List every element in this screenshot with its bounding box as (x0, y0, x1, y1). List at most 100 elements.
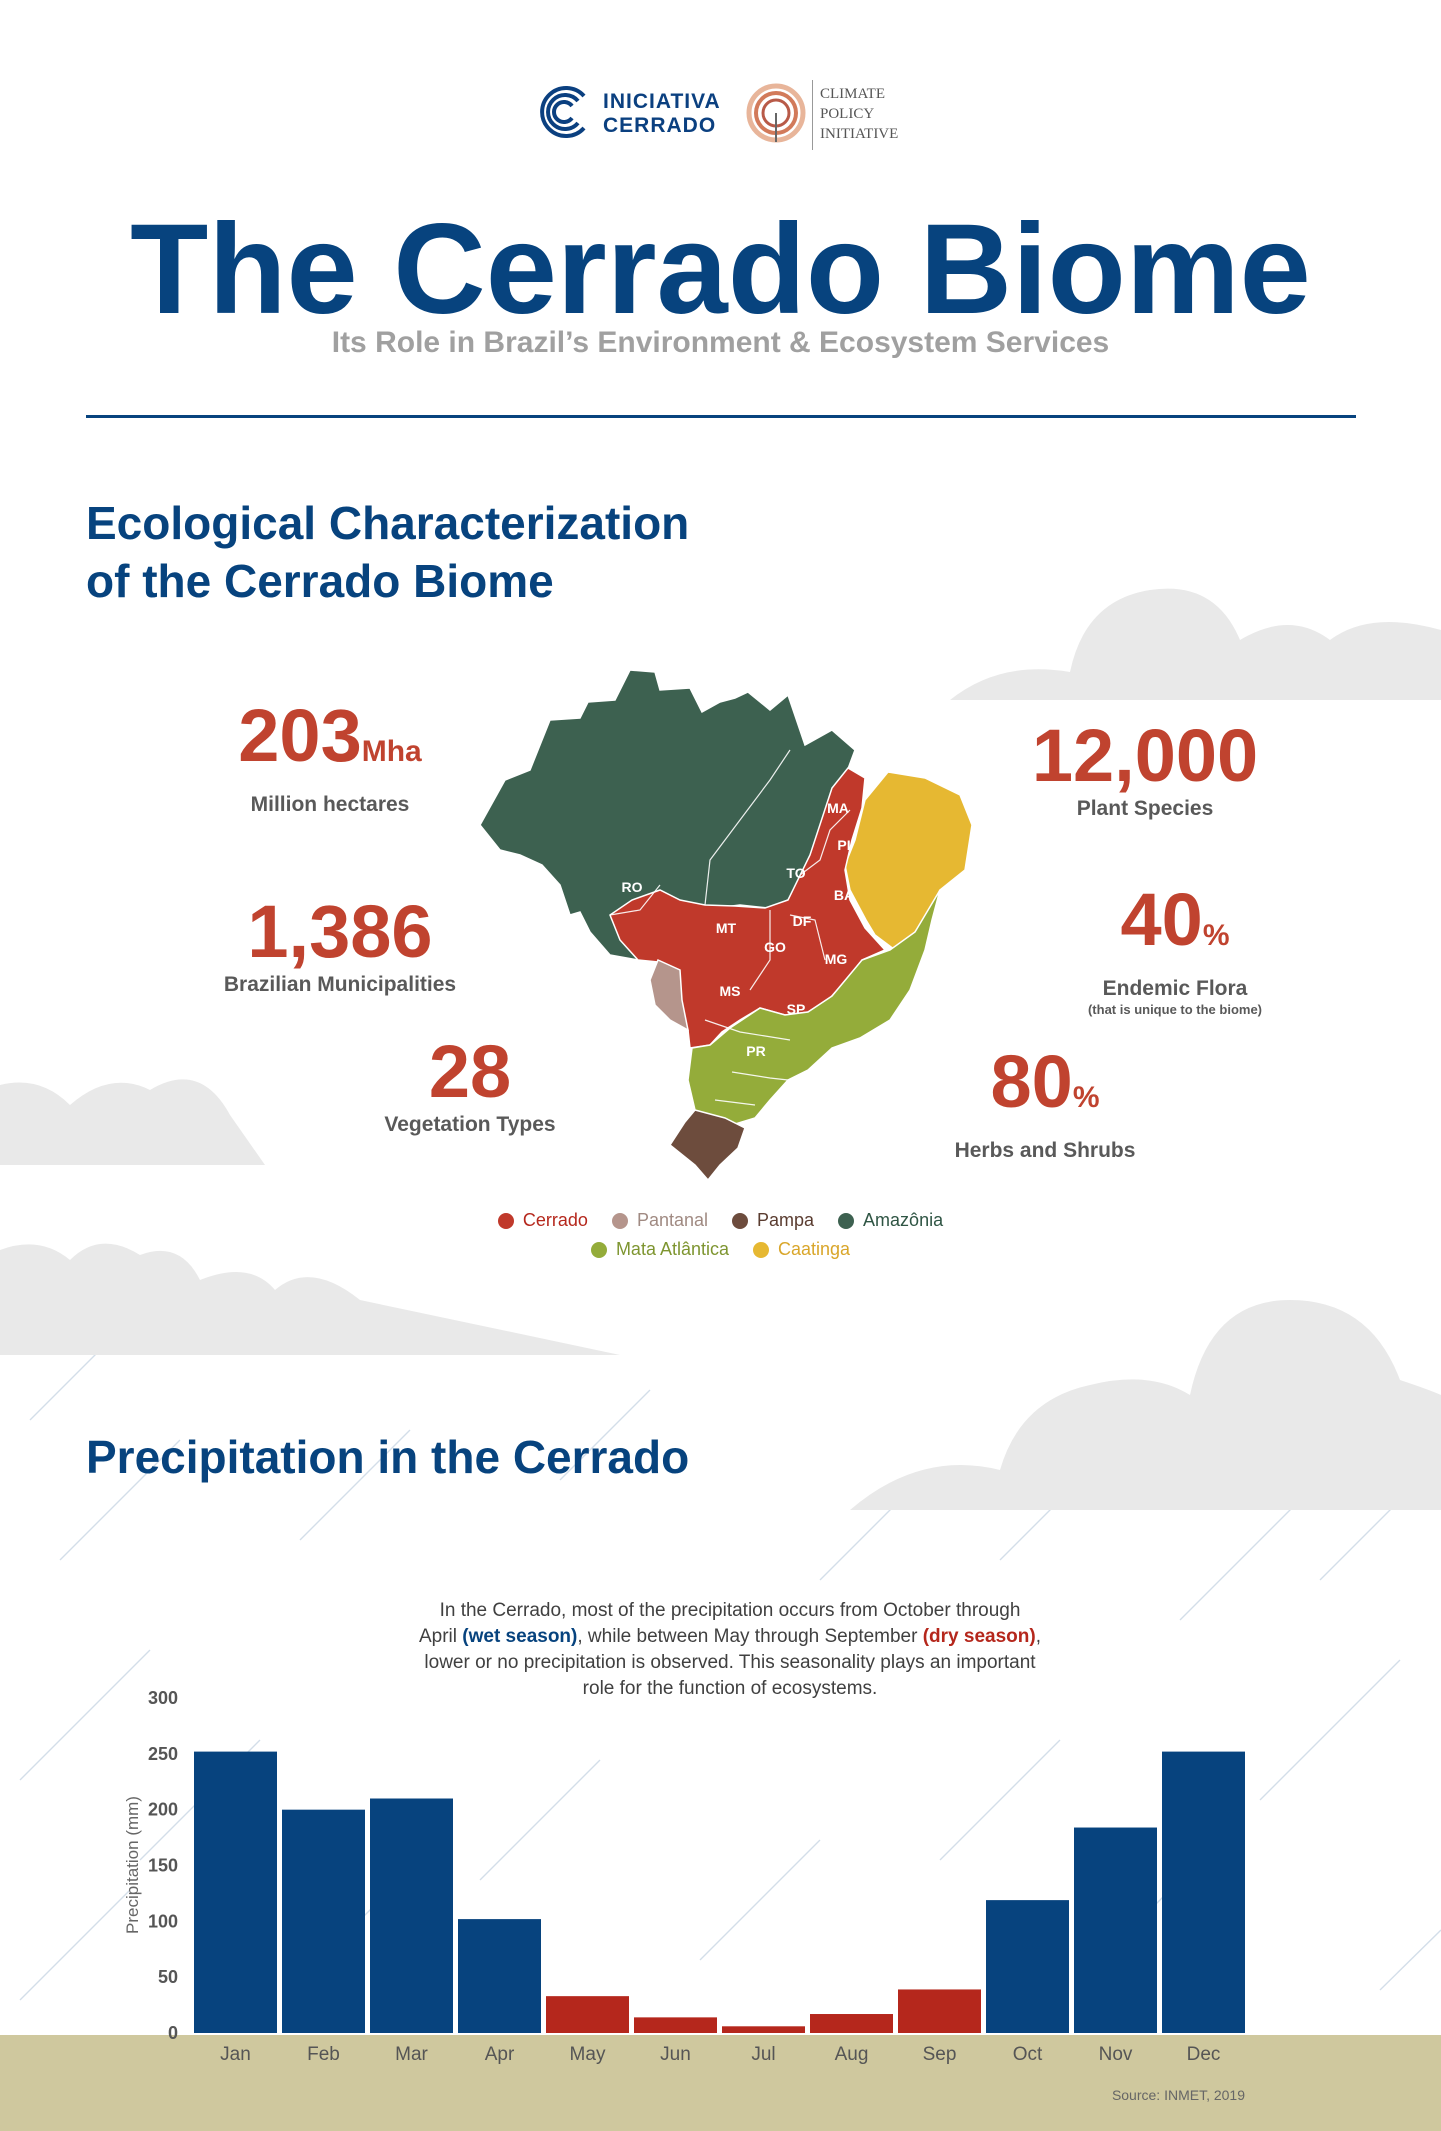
stat-vegetation-value: 28 (428, 1030, 512, 1113)
iniciativa-cerrado-logo-text: INICIATIVA CERRADO (603, 90, 721, 138)
legend-row-2: Mata Atlântica Caatinga (0, 1239, 1441, 1260)
bar-aug (810, 2014, 893, 2033)
legend-label: Pampa (757, 1210, 815, 1230)
y-tick-label: 100 (148, 1911, 178, 1931)
map-label-pi: PI (837, 837, 850, 853)
legend-item: Amazônia (838, 1210, 943, 1231)
legend-label: Amazônia (863, 1210, 944, 1230)
legend-item: Pampa (732, 1210, 814, 1231)
logo-text-line2: CERRADO (603, 114, 717, 137)
stat-municipalities: 1,386 Brazilian Municipalities (190, 892, 490, 998)
stat-endemic-label: Endemic Flora (1102, 977, 1248, 1000)
climate-policy-initiative-logo-text: CLIMATE POLICY INITIATIVE (820, 84, 898, 144)
intro-line4: role for the function of ecosystems. (582, 1678, 878, 1699)
map-label-ba: BA (834, 887, 854, 903)
bar-nov (1074, 1827, 1157, 2033)
intro-text: , (1035, 1626, 1041, 1647)
stat-area-label: Million hectares (250, 793, 410, 816)
legend-item: Mata Atlântica (590, 1239, 729, 1260)
y-tick-label: 200 (148, 1800, 178, 1820)
bar-sep (898, 1989, 981, 2033)
map-label-ma: MA (827, 800, 849, 816)
cpi-text-line2: POLICY (820, 106, 875, 122)
bar-feb (282, 1809, 365, 2033)
x-tick-label: Nov (1099, 2044, 1133, 2065)
bar-mar (370, 1798, 453, 2033)
legend-row-1: Cerrado Pantanal Pampa Amazônia (0, 1210, 1441, 1231)
clouds (0, 588, 1441, 1510)
stat-municipalities-value: 1,386 (247, 890, 433, 973)
x-tick-label: Jun (660, 2044, 691, 2065)
legend-item: Caatinga (753, 1239, 850, 1260)
intro-line1: In the Cerrado, most of the precipitatio… (439, 1600, 1021, 1621)
legend-swatch (838, 1212, 855, 1229)
legend-label: Pantanal (636, 1210, 708, 1230)
stat-plants: 12,000 Plant Species (1000, 716, 1290, 822)
intro-line3: lower or no precipitation is observed. T… (424, 1652, 1036, 1673)
legend-item: Pantanal (611, 1210, 708, 1231)
x-tick-label: Jul (751, 2044, 775, 2065)
dry-season-label: (dry season) (922, 1626, 1036, 1647)
legend-label: Mata Atlântica (615, 1239, 729, 1259)
stat-endemic: 40% Endemic Flora (that is unique to the… (1030, 880, 1320, 1018)
x-tick-label: Mar (395, 2044, 428, 2065)
map-pantanal (649, 958, 690, 1032)
x-tick-label: Oct (1013, 2044, 1043, 2065)
y-tick-label: 50 (158, 1967, 178, 1987)
ecology-heading-line1: Ecological Characterization (86, 497, 690, 549)
legend-swatch (753, 1241, 769, 1258)
ecology-heading: Ecological Characterization of the Cerra… (86, 494, 689, 610)
stat-endemic-value-row: 40% (1030, 880, 1320, 976)
stat-herbs-value-row: 80% (900, 1042, 1190, 1138)
bar-jun (634, 2017, 717, 2033)
stat-area-unit: Mha (361, 735, 422, 768)
map-legend: Cerrado Pantanal Pampa Amazônia Mata Atl… (0, 1210, 1441, 1260)
intro-line2: April (wet season), while between May th… (330, 1624, 1130, 1650)
map-label-mg: MG (825, 951, 848, 967)
x-tick-label: Aug (835, 2044, 869, 2065)
brazil-biome-map: MA PI TO BA RO MT DF GO MG MS SP PR (479, 669, 973, 1182)
map-label-to: TO (786, 865, 805, 881)
map-label-sp: SP (787, 1001, 806, 1017)
ecology-heading-line2: of the Cerrado Biome (86, 555, 554, 607)
y-tick-label: 0 (168, 2023, 178, 2043)
logo-text-line1: INICIATIVA (603, 90, 721, 113)
wet-season-label: (wet season) (462, 1626, 578, 1647)
y-tick-label: 300 (148, 1688, 178, 1708)
stat-endemic-note: (that is unique to the biome) (1087, 1002, 1263, 1017)
intro-text: , while between May through September (577, 1626, 923, 1647)
legend-swatch (497, 1212, 514, 1229)
bar-dec (1162, 1751, 1245, 2033)
stat-endemic-unit: % (1202, 919, 1230, 952)
stat-herbs-value: 80 (990, 1040, 1073, 1123)
legend-item: Cerrado (497, 1210, 588, 1231)
legend-label: Cerrado (522, 1210, 588, 1230)
map-label-go: GO (764, 939, 786, 955)
x-tick-label: Jan (220, 2044, 251, 2065)
ground-strip (0, 2035, 1441, 2131)
bar-may (546, 1996, 629, 2033)
map-label-pr: PR (746, 1043, 765, 1059)
x-tick-label: Feb (307, 2044, 340, 2065)
header-divider (86, 415, 1356, 418)
rain-streaks (19, 1339, 1441, 2001)
map-state-borders (609, 749, 851, 1106)
chart-source: Source: INMET, 2019 (1111, 2087, 1245, 2103)
map-label-df: DF (793, 913, 812, 929)
map-label-ms: MS (720, 983, 741, 999)
page-title: The Cerrado Biome (130, 198, 1311, 341)
x-tick-label: Dec (1187, 2044, 1221, 2065)
legend-swatch (732, 1212, 748, 1229)
stat-endemic-value: 40 (1120, 878, 1203, 961)
stat-herbs-unit: % (1072, 1081, 1100, 1114)
precip-intro: In the Cerrado, most of the precipitatio… (330, 1598, 1130, 1702)
map-label-mt: MT (716, 920, 737, 936)
iniciativa-cerrado-logo-icon (540, 86, 586, 138)
logo-divider (812, 80, 813, 150)
bar-jul (722, 2026, 805, 2033)
x-tick-label: Sep (923, 2044, 957, 2065)
intro-text: April (418, 1626, 463, 1647)
y-tick-label: 150 (148, 1856, 178, 1876)
